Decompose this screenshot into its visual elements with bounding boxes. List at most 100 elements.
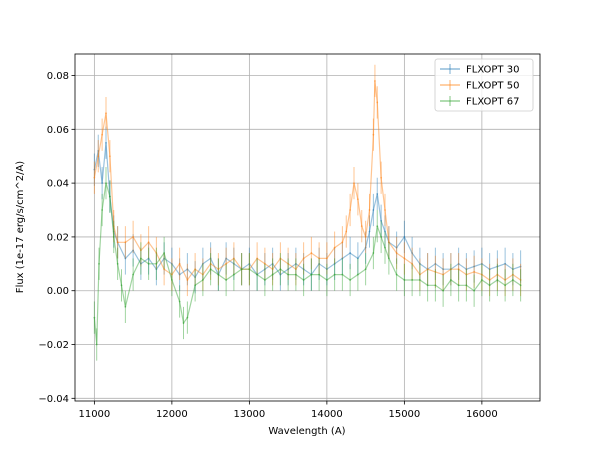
series-point [279, 257, 282, 260]
series-point [403, 257, 406, 260]
series-point [473, 265, 476, 268]
axes-frame [74, 53, 541, 402]
series-group-3 [93, 166, 522, 361]
series-point [341, 241, 344, 244]
series-point [132, 236, 135, 238]
series-point [349, 209, 352, 211]
series-point [341, 257, 344, 260]
series-point [112, 230, 115, 233]
series-point [105, 182, 107, 185]
series-point [442, 268, 445, 271]
series-point [368, 230, 371, 233]
y-tick-label: −0.02 [38, 340, 69, 351]
series-point [287, 262, 290, 265]
series-point [155, 252, 158, 254]
series-point [225, 262, 228, 265]
series-point [194, 268, 197, 271]
series-point [147, 262, 150, 265]
y-tick-label: −0.04 [38, 394, 69, 405]
series-point [93, 168, 96, 171]
legend-box [434, 58, 534, 112]
series-point [147, 257, 150, 260]
y-tick-label: 0.06 [47, 125, 69, 136]
series-point [163, 252, 166, 254]
y-tick-label: 0.02 [47, 232, 69, 243]
series-point [356, 198, 359, 201]
series-point [101, 133, 104, 136]
series-point [364, 246, 367, 249]
series-point [186, 268, 189, 271]
series-point [341, 273, 344, 276]
series-point [132, 273, 135, 276]
series-point [232, 262, 235, 265]
series-point [356, 257, 359, 260]
y-axis-label: Flux (1e-17 erg/s/cm^2/A) [15, 161, 26, 293]
series-point [387, 257, 390, 260]
series-point [496, 273, 499, 276]
y-tick-label: 0.00 [47, 286, 69, 297]
series-point [139, 262, 142, 265]
series-point [519, 265, 522, 268]
series-point [488, 279, 491, 281]
series-point [101, 182, 104, 185]
series-point [147, 241, 150, 244]
series-point [333, 262, 336, 265]
series-point [170, 273, 173, 276]
series-point [511, 273, 514, 276]
series-point [465, 273, 468, 276]
series-point [457, 262, 460, 265]
series-line-1 [93, 142, 521, 279]
series-point [248, 262, 251, 265]
series-point [271, 262, 274, 265]
series-point [488, 268, 491, 271]
series-point [504, 284, 507, 287]
series-point [116, 241, 119, 244]
series-point [225, 257, 228, 260]
series-point [232, 273, 235, 276]
series-point [194, 276, 197, 279]
series-point [480, 262, 483, 265]
series-point [256, 273, 259, 276]
series-point [418, 262, 421, 265]
series-point [411, 252, 414, 254]
series-point [112, 225, 115, 228]
series-point [504, 262, 507, 265]
series-point [364, 268, 367, 271]
series-point [376, 225, 379, 228]
series-point [374, 79, 376, 82]
series-point [294, 262, 297, 265]
series-point [132, 249, 135, 252]
series-point [124, 241, 127, 244]
series-point [387, 241, 390, 244]
series-point [349, 279, 352, 281]
series-point [473, 270, 476, 273]
series-point [201, 273, 204, 276]
series-point [384, 230, 386, 233]
series-point [380, 176, 383, 179]
series-point [434, 262, 437, 265]
series-point [325, 268, 328, 271]
series-point [271, 268, 274, 271]
series-point [163, 268, 166, 271]
series-point [496, 265, 499, 268]
series-point [519, 284, 522, 287]
series-point [519, 279, 522, 281]
series-point [426, 284, 429, 287]
series-point [302, 279, 305, 281]
series-point [170, 279, 173, 281]
series-point [418, 279, 421, 281]
series-point [209, 262, 212, 265]
series-point [112, 236, 115, 238]
series-point [434, 284, 437, 287]
series-point [287, 273, 290, 276]
series-point [465, 268, 468, 271]
series-point [380, 219, 383, 222]
series-point [384, 246, 386, 249]
series-point [368, 209, 371, 211]
series-point [194, 284, 197, 287]
series-point [209, 268, 212, 271]
series-point [201, 262, 204, 265]
series-point [232, 257, 235, 260]
